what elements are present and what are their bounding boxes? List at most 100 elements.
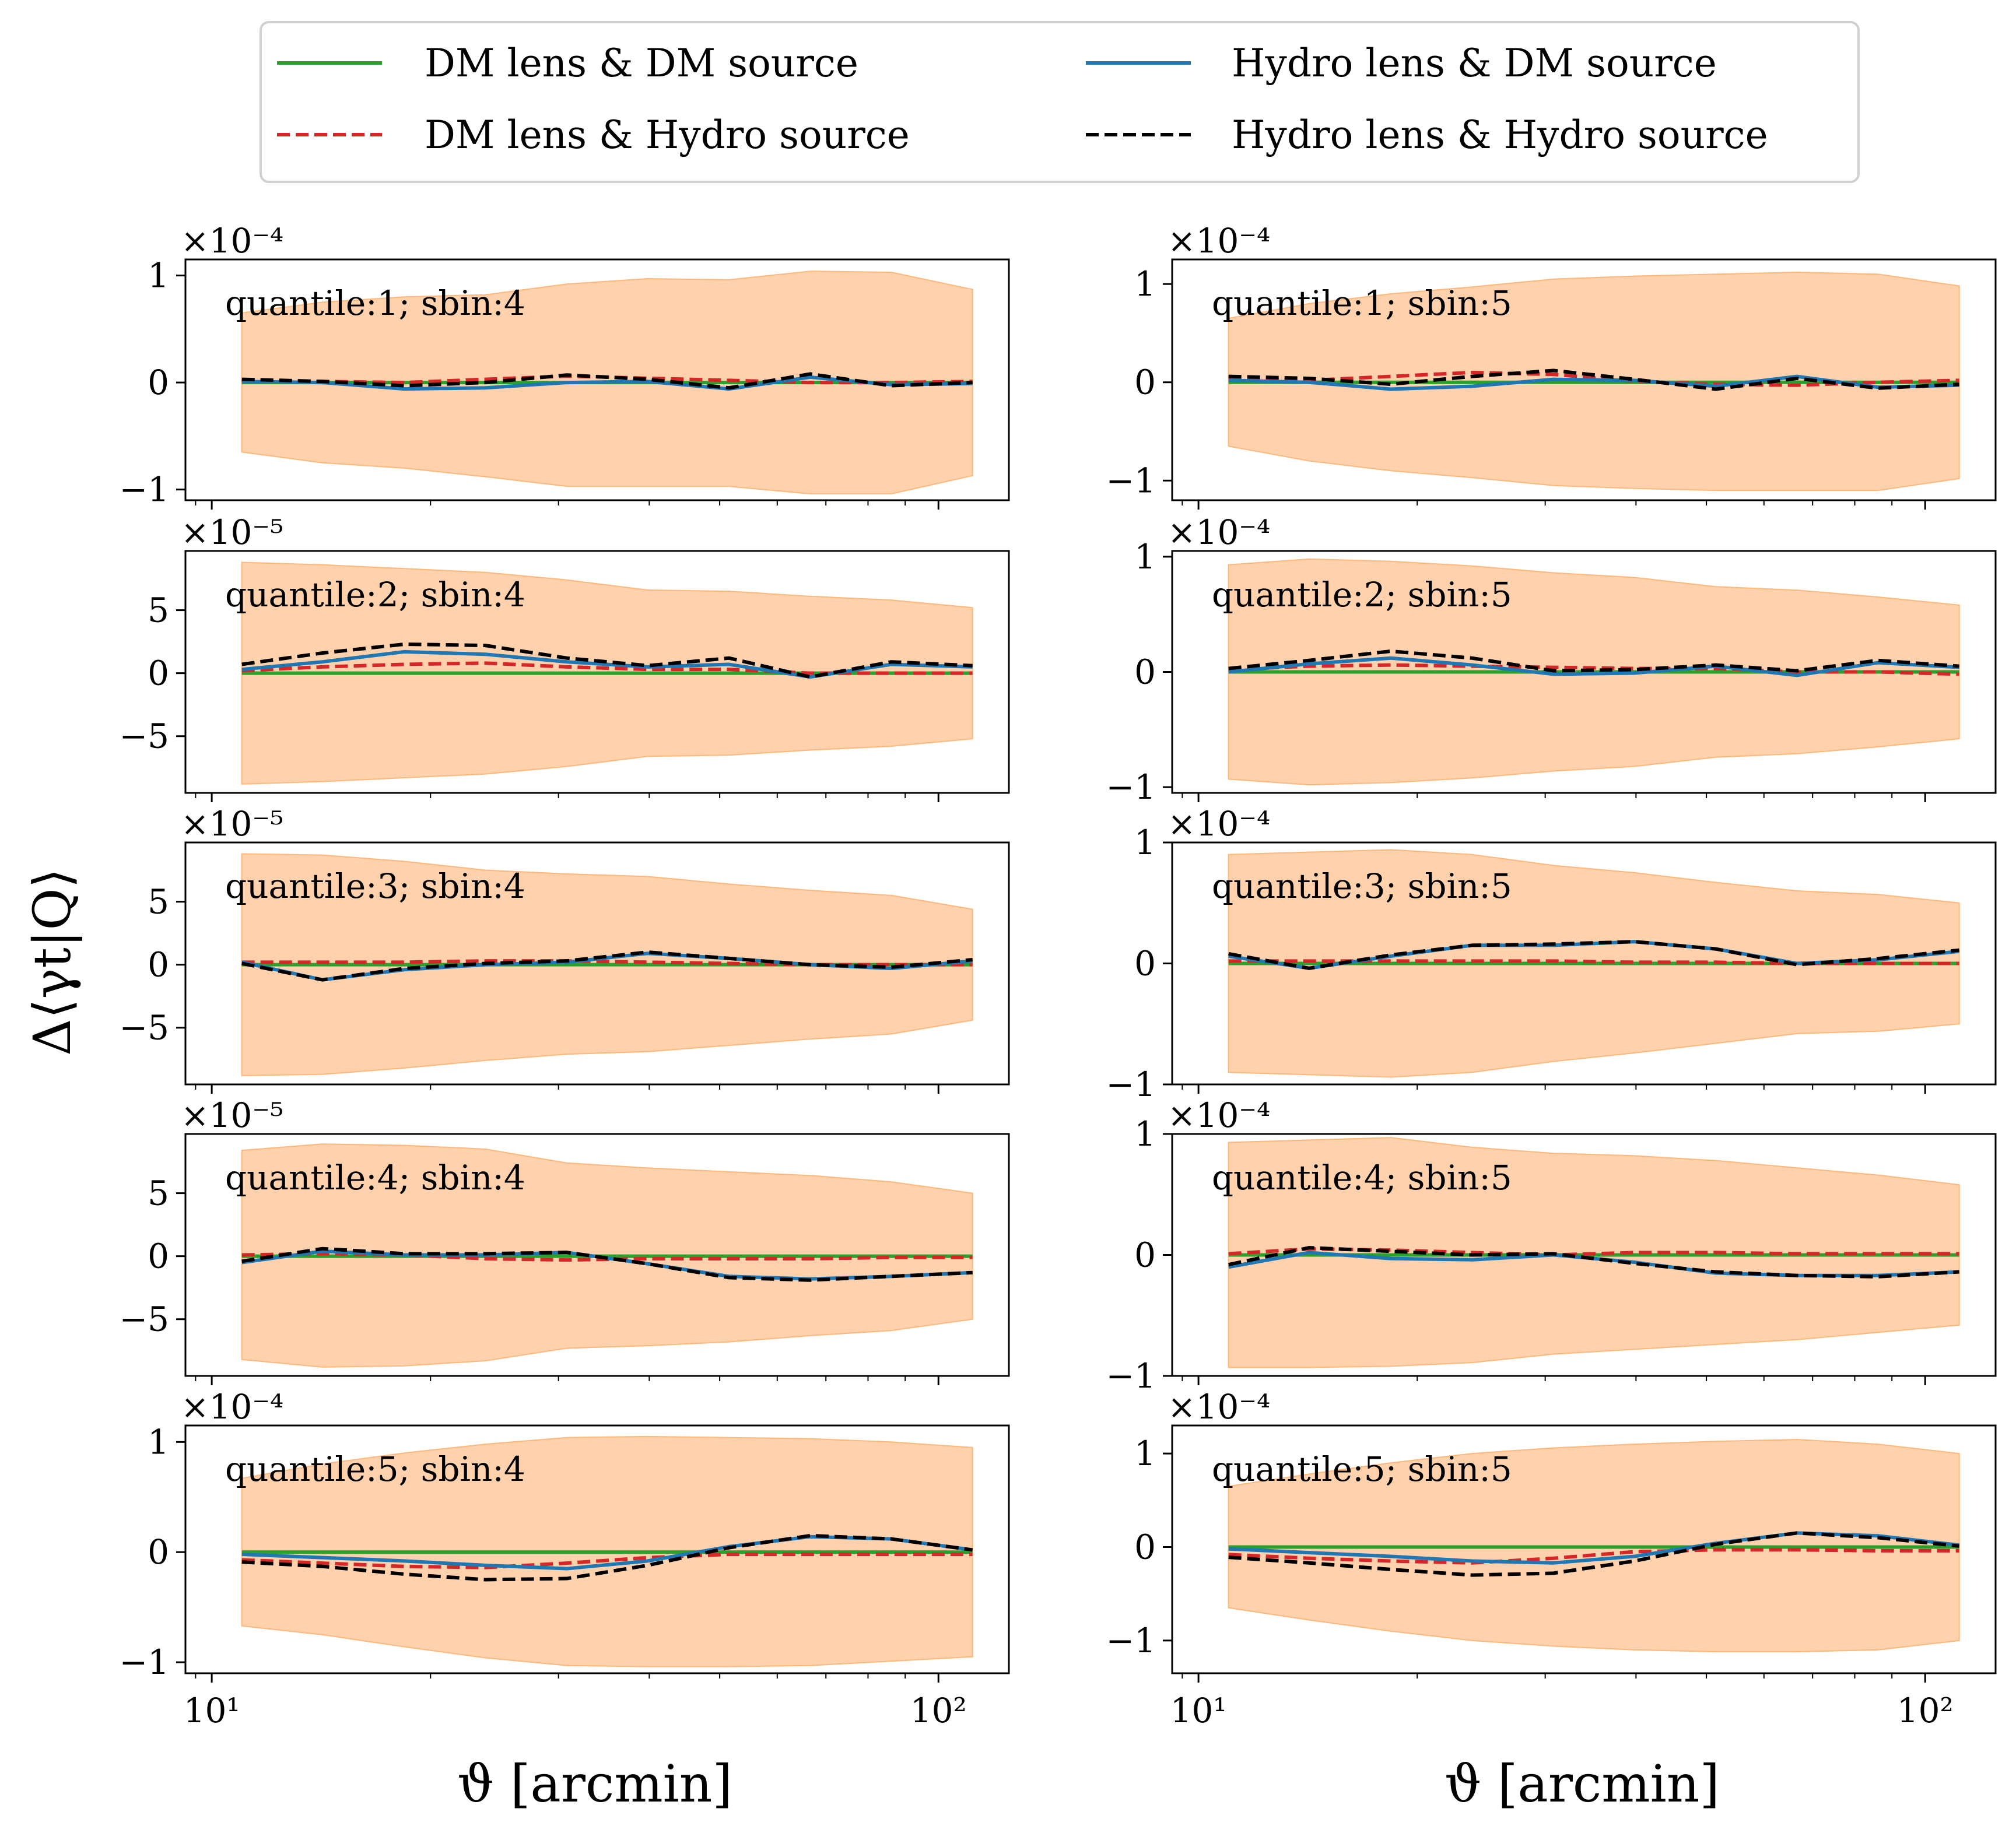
series-line-dm-hydro xyxy=(1228,663,1959,676)
y-tick-label: 1 xyxy=(1134,1434,1156,1473)
y-tick-label: 5 xyxy=(148,1174,169,1213)
y-tick-label: 0 xyxy=(148,1532,169,1572)
series-line-hydro-hydro xyxy=(1228,1531,1959,1577)
y-multiplier: ×10⁻⁴ xyxy=(1167,221,1270,261)
axes-frame xyxy=(184,1424,1010,1674)
y-tick-label: 0 xyxy=(1134,1527,1156,1567)
y-tick-label: −5 xyxy=(120,1008,170,1048)
panel-q4-s4: 5 0 −5 ×10⁻⁵ quantile:4; sbin:4 xyxy=(120,1095,1010,1385)
series-line-dm-hydro xyxy=(241,1553,973,1569)
series-line-hydro-hydro xyxy=(1228,1246,1959,1279)
y-multiplier: ×10⁻⁴ xyxy=(1167,1095,1270,1135)
y-tick-label: 0 xyxy=(1134,363,1156,402)
x-tick-label: 10² xyxy=(1897,1691,1954,1730)
axes-frame xyxy=(1171,258,1997,501)
y-tick-label: −1 xyxy=(1106,1621,1156,1660)
y-tick-label: 0 xyxy=(1134,652,1156,692)
series-line-hydro-dm xyxy=(1228,1251,1959,1277)
panel-q5-s4: 1 0 −1 10¹ 10² ×10⁻⁴ quantile:5; sbin:4 xyxy=(120,1387,1010,1730)
y-tick-label: −1 xyxy=(120,1642,170,1682)
series-line-hydro-hydro xyxy=(1228,940,1959,970)
legend-label-hydro-dm: Hydro lens & DM source xyxy=(1232,41,1717,86)
legend-label-dm-dm: DM lens & DM source xyxy=(425,41,858,86)
y-tick-label: 0 xyxy=(148,363,169,402)
panel-q5-s5: 1 0 −1 10¹ 10² ×10⁻⁴ quantile:5; sbin:5 xyxy=(1106,1387,1997,1730)
series-line-dm-hydro xyxy=(241,959,973,967)
series-line-hydro-hydro xyxy=(241,642,973,679)
y-tick-label: −1 xyxy=(120,470,170,510)
series-line-hydro-dm xyxy=(241,375,973,391)
axes-frame xyxy=(184,258,1010,501)
series-line-hydro-dm xyxy=(1228,374,1959,391)
panel-q3-s4: 5 0 −5 ×10⁻⁵ quantile:3; sbin:4 xyxy=(120,804,1010,1094)
y-tick-label: 0 xyxy=(1134,944,1156,984)
y-multiplier: ×10⁻⁴ xyxy=(1167,804,1270,844)
axes-frame xyxy=(184,1133,1010,1377)
y-tick-label: −5 xyxy=(120,717,170,756)
y-tick-label: −1 xyxy=(1106,1356,1156,1396)
series-line-dm-hydro xyxy=(1228,1548,1959,1565)
y-tick-label: 1 xyxy=(1134,537,1156,577)
series-line-hydro-hydro xyxy=(241,1533,973,1582)
series-line-hydro-dm xyxy=(1228,656,1959,677)
axes-frame xyxy=(184,841,1010,1086)
y-multiplier: ×10⁻⁵ xyxy=(181,804,283,844)
legend-frame xyxy=(260,21,1860,183)
y-tick-label: −1 xyxy=(1106,767,1156,807)
y-tick-label: −5 xyxy=(120,1300,170,1339)
x-tick-label: 10¹ xyxy=(1170,1691,1227,1730)
series-line-hydro-dm xyxy=(241,1534,973,1571)
y-axis-label: Δ⟨γt|Q⟩ xyxy=(22,868,82,1056)
y-multiplier: ×10⁻⁴ xyxy=(1167,512,1270,552)
panel-q3-s5: 1 0 −1 ×10⁻⁴ quantile:3; sbin:5 xyxy=(1106,804,1997,1104)
panel-q2-s4: 5 0 −5 ×10⁻⁵ quantile:2; sbin:4 xyxy=(120,512,1010,802)
y-tick-label: 0 xyxy=(148,654,169,693)
series-line-hydro-hydro xyxy=(241,950,973,982)
y-tick-label: 1 xyxy=(148,1422,169,1462)
panel-title: quantile:3; sbin:5 xyxy=(1212,866,1512,906)
panel-title: quantile:1; sbin:5 xyxy=(1212,283,1512,323)
panel-q4-s5: 1 0 −1 ×10⁻⁴ quantile:4; sbin:5 xyxy=(1106,1095,1997,1396)
y-tick-label: −1 xyxy=(1106,1065,1156,1104)
x-axis-label-left: ϑ [arcmin] xyxy=(457,1754,732,1814)
series-line-dm-hydro xyxy=(241,661,973,675)
y-tick-label: 1 xyxy=(1134,823,1156,862)
x-axis-label-right: ϑ [arcmin] xyxy=(1444,1754,1720,1814)
series-line-hydro-hydro xyxy=(1228,649,1959,673)
y-tick-label: 5 xyxy=(148,591,169,630)
y-tick-label: 0 xyxy=(1134,1235,1156,1275)
series-line-hydro-hydro xyxy=(241,1246,973,1282)
axes-frame xyxy=(1171,1424,1997,1674)
legend-label-dm-hydro: DM lens & Hydro source xyxy=(425,113,910,157)
legend: DM lens & DM source DM lens & Hydro sour… xyxy=(260,21,1860,183)
panel-q1-s4: 1 0 −1 ×10⁻⁴ quantile:1; sbin:4 xyxy=(120,221,1010,510)
y-tick-label: 0 xyxy=(148,945,169,985)
x-tick-label: 10¹ xyxy=(184,1691,240,1730)
panel-title: quantile:5; sbin:4 xyxy=(225,1449,525,1489)
series-line-hydro-hydro xyxy=(1228,368,1959,391)
legend-label-hydro-hydro: Hydro lens & Hydro source xyxy=(1232,113,1768,157)
y-multiplier: ×10⁻⁴ xyxy=(181,1387,283,1427)
panel-title: quantile:2; sbin:5 xyxy=(1212,575,1512,614)
panels: 1 0 −1 ×10⁻⁴ quantile:1; sbin:4 1 0 −1 ×10⁻⁴ quan… xyxy=(120,221,1997,1730)
y-multiplier: ×10⁻⁵ xyxy=(181,512,283,552)
axes-frame xyxy=(184,550,1010,794)
y-tick-label: 1 xyxy=(1134,1114,1156,1154)
panel-title: quantile:4; sbin:4 xyxy=(225,1158,525,1198)
y-tick-label: 1 xyxy=(1134,264,1156,304)
y-multiplier: ×10⁻⁴ xyxy=(1167,1387,1270,1427)
series-line-hydro-dm xyxy=(241,649,973,679)
panel-q2-s5: 1 0 −1 ×10⁻⁴ quantile:2; sbin:5 xyxy=(1106,512,1997,807)
panel-q1-s5: 1 0 −1 ×10⁻⁴ quantile:1; sbin:5 xyxy=(1106,221,1997,510)
panel-title: quantile:5; sbin:5 xyxy=(1212,1449,1512,1489)
panel-title: quantile:3; sbin:4 xyxy=(225,866,525,906)
y-tick-label: −1 xyxy=(1106,461,1156,500)
panel-title: quantile:4; sbin:5 xyxy=(1212,1158,1512,1198)
y-multiplier: ×10⁻⁴ xyxy=(181,221,283,261)
y-multiplier: ×10⁻⁵ xyxy=(181,1095,283,1135)
series-line-hydro-dm xyxy=(1228,1531,1960,1565)
y-tick-label: 0 xyxy=(148,1237,169,1276)
y-tick-label: 1 xyxy=(148,256,169,296)
series-line-dm-hydro xyxy=(1228,370,1959,387)
